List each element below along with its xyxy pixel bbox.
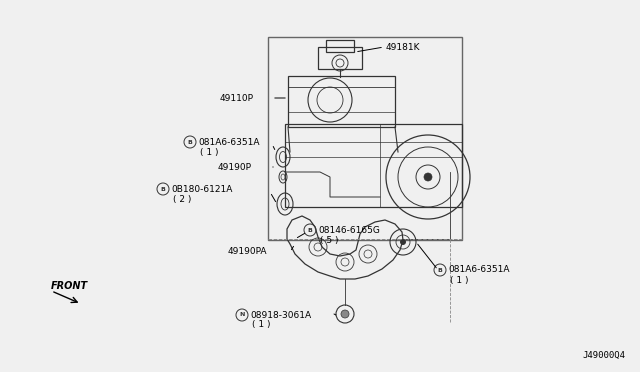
Text: ( 1 ): ( 1 ) <box>252 321 271 330</box>
Text: B: B <box>188 140 193 144</box>
Bar <box>288 76 395 127</box>
Circle shape <box>424 173 432 181</box>
Text: 49110P: 49110P <box>220 93 254 103</box>
Text: FRONT: FRONT <box>51 281 88 291</box>
Text: 49190P: 49190P <box>218 163 252 171</box>
Bar <box>326 40 354 52</box>
Text: ( 1 ): ( 1 ) <box>450 276 468 285</box>
Text: ( 2 ): ( 2 ) <box>173 195 191 203</box>
Text: 081A6-6351A: 081A6-6351A <box>198 138 259 147</box>
Bar <box>318 47 362 69</box>
Text: B: B <box>308 228 312 232</box>
Bar <box>268 37 462 240</box>
Circle shape <box>341 310 349 318</box>
Text: J49000Q4: J49000Q4 <box>582 351 625 360</box>
Bar <box>285 124 462 207</box>
Text: N: N <box>239 312 244 317</box>
Text: B: B <box>438 267 442 273</box>
Text: ( 5 ): ( 5 ) <box>320 235 339 244</box>
Text: ( 1 ): ( 1 ) <box>200 148 218 157</box>
Text: B: B <box>161 186 165 192</box>
Text: 0B180-6121A: 0B180-6121A <box>171 185 232 193</box>
Text: 49190PA: 49190PA <box>228 247 268 257</box>
Text: 081A6-6351A: 081A6-6351A <box>448 266 509 275</box>
Text: 49181K: 49181K <box>386 42 420 51</box>
Text: 08146-6165G: 08146-6165G <box>318 225 380 234</box>
Circle shape <box>400 239 406 245</box>
Text: 08918-3061A: 08918-3061A <box>250 311 311 320</box>
